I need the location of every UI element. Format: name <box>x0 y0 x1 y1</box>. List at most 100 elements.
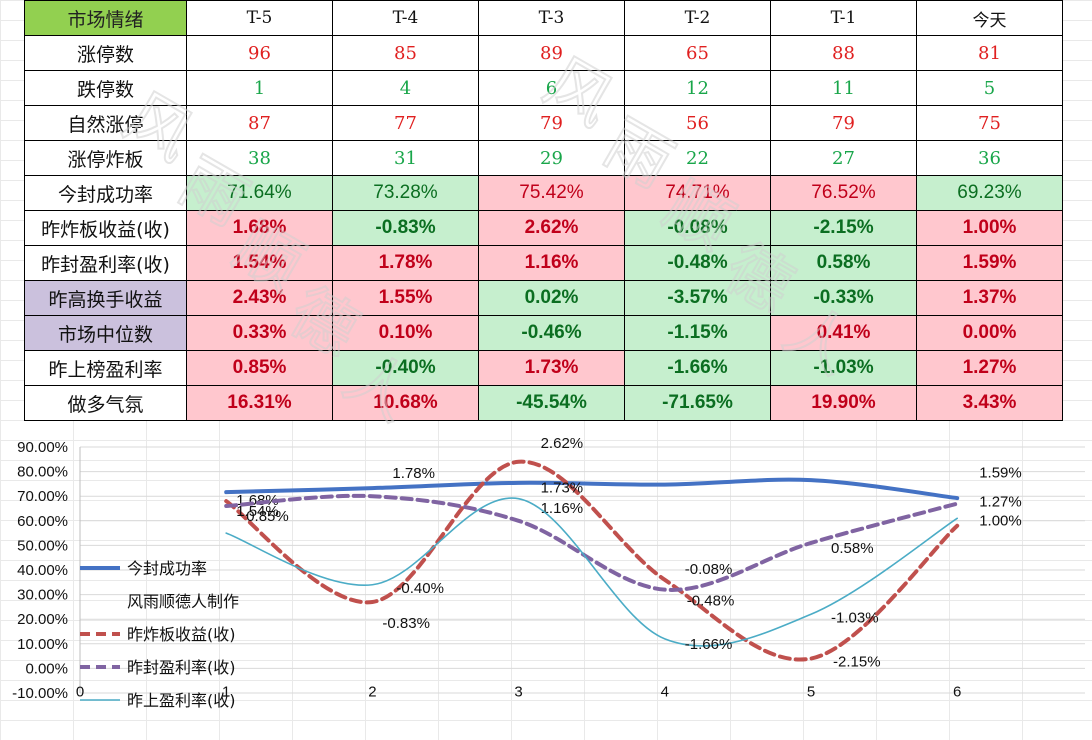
table-cell: 0.41% <box>770 315 917 351</box>
column-header: T-4 <box>332 0 479 36</box>
data-label: 0.85% <box>246 508 289 525</box>
legend-label: 昨上盈利率(收) <box>127 691 236 710</box>
table-header-row: 市场情绪 T-5 T-4 T-3 T-2 T-1 今天 <box>24 0 1063 36</box>
table-cell: 75.42% <box>478 175 625 211</box>
column-header: T-1 <box>770 0 917 36</box>
table-cell: 74.71% <box>624 175 771 211</box>
table-cell: 1.54% <box>186 245 333 281</box>
table-corner-label: 市场情绪 <box>24 0 187 36</box>
table-row: 自然涨停 87 77 79 56 79 75 <box>24 105 1063 141</box>
line-chart: 90.00%80.00%70.00%60.00%50.00%40.00%30.0… <box>12 435 1085 710</box>
data-label: 1.16% <box>541 500 584 517</box>
y-tick-label: 10.00% <box>17 636 68 653</box>
table-cell: 79 <box>478 105 625 141</box>
y-tick-label: 30.00% <box>17 587 68 604</box>
data-label: -0.83% <box>382 615 430 632</box>
row-label: 昨高换手收益 <box>24 280 187 316</box>
x-tick-label: 4 <box>661 683 669 700</box>
table-cell: 56 <box>624 105 771 141</box>
table-row: 今封成功率 71.64% 73.28% 75.42% 74.71% 76.52% 69.23… <box>24 175 1063 211</box>
y-tick-label: 0.00% <box>25 660 68 677</box>
table-cell: 12 <box>624 70 771 106</box>
row-label: 今封成功率 <box>24 175 187 211</box>
y-tick-label: 20.00% <box>17 611 68 628</box>
table-cell: 0.33% <box>186 315 333 351</box>
table-cell: 19.90% <box>770 385 917 421</box>
table-cell: 81 <box>916 35 1063 71</box>
table-row: 昨封盈利率(收) 1.54% 1.78% 1.16% -0.48% 0.58% 1.59% <box>24 245 1063 281</box>
row-label: 自然涨停 <box>24 105 187 141</box>
table-cell: 1.59% <box>916 245 1063 281</box>
table-cell: 1.78% <box>332 245 479 281</box>
table-cell: 36 <box>916 140 1063 176</box>
table-cell: 2.43% <box>186 280 333 316</box>
data-label: -0.08% <box>685 561 733 578</box>
x-tick-label: 6 <box>953 683 961 700</box>
data-label: -1.66% <box>685 636 733 653</box>
row-label: 昨炸板收益(收) <box>24 210 187 246</box>
table-cell: -0.08% <box>624 210 771 246</box>
table-row: 做多气氛 16.31% 10.68% -45.54% -71.65% 19.90% 3.43… <box>24 385 1063 421</box>
table-cell: 79 <box>770 105 917 141</box>
data-label: 1.27% <box>979 493 1022 510</box>
table-cell: 73.28% <box>332 175 479 211</box>
data-label: 1.59% <box>979 465 1022 482</box>
data-label: -2.15% <box>833 654 881 671</box>
column-header: T-5 <box>186 0 333 36</box>
table-cell: 75 <box>916 105 1063 141</box>
row-label: 跌停数 <box>24 70 187 106</box>
table-cell: 1.00% <box>916 210 1063 246</box>
column-header: T-3 <box>478 0 625 36</box>
table-cell: -0.40% <box>332 350 479 386</box>
table-cell: 1.68% <box>186 210 333 246</box>
table-cell: 16.31% <box>186 385 333 421</box>
series-line <box>224 459 960 662</box>
table-cell: 85 <box>332 35 479 71</box>
x-tick-label: 2 <box>368 683 376 700</box>
table-cell: 1 <box>186 70 333 106</box>
data-label: 0.58% <box>831 540 874 557</box>
table-cell: -71.65% <box>624 385 771 421</box>
table-cell: 69.23% <box>916 175 1063 211</box>
table-row: 跌停数 1 4 6 12 11 5 <box>24 70 1063 106</box>
table-cell: 0.58% <box>770 245 917 281</box>
table-cell: 2.62% <box>478 210 625 246</box>
table-cell: 4 <box>332 70 479 106</box>
table-cell: 38 <box>186 140 333 176</box>
table-cell: 0.00% <box>916 315 1063 351</box>
table-cell: 65 <box>624 35 771 71</box>
table-cell: -45.54% <box>478 385 625 421</box>
y-tick-label: 50.00% <box>17 537 68 554</box>
table-cell: -0.48% <box>624 245 771 281</box>
table-cell: -0.83% <box>332 210 479 246</box>
row-label: 昨上榜盈利率 <box>24 350 187 386</box>
table-cell: 71.64% <box>186 175 333 211</box>
row-label: 涨停数 <box>24 35 187 71</box>
table-row: 昨炸板收益(收) 1.68% -0.83% 2.62% -0.08% -2.15% 1.00… <box>24 210 1063 246</box>
table-cell: 1.55% <box>332 280 479 316</box>
table-cell: 3.43% <box>916 385 1063 421</box>
market-sentiment-table: 市场情绪 T-5 T-4 T-3 T-2 T-1 今天 涨停数 96 85 89 65 88 81 跌停数 1… <box>24 0 1063 421</box>
table-cell: 1.27% <box>916 350 1063 386</box>
legend-note: 风雨顺德人制作 <box>127 592 239 611</box>
table-cell: 29 <box>478 140 625 176</box>
series-line <box>224 477 960 501</box>
y-tick-label: 80.00% <box>17 464 68 481</box>
x-tick-label: 3 <box>514 683 522 700</box>
row-label: 昨封盈利率(收) <box>24 245 187 281</box>
table-cell: 22 <box>624 140 771 176</box>
x-tick-label: 1 <box>222 683 230 700</box>
table-cell: -0.33% <box>770 280 917 316</box>
x-tick-label: 5 <box>807 683 815 700</box>
column-header: 今天 <box>916 0 1063 36</box>
table-cell: 0.85% <box>186 350 333 386</box>
table-cell: 11 <box>770 70 917 106</box>
table-cell: 1.73% <box>478 350 625 386</box>
data-label: 1.73% <box>541 480 584 497</box>
y-tick-label: 70.00% <box>17 488 68 505</box>
data-label: 1.54% <box>236 503 279 520</box>
table-cell: 31 <box>332 140 479 176</box>
series-line <box>225 497 958 647</box>
table-cell: 27 <box>770 140 917 176</box>
data-label: -0.48% <box>687 593 735 610</box>
